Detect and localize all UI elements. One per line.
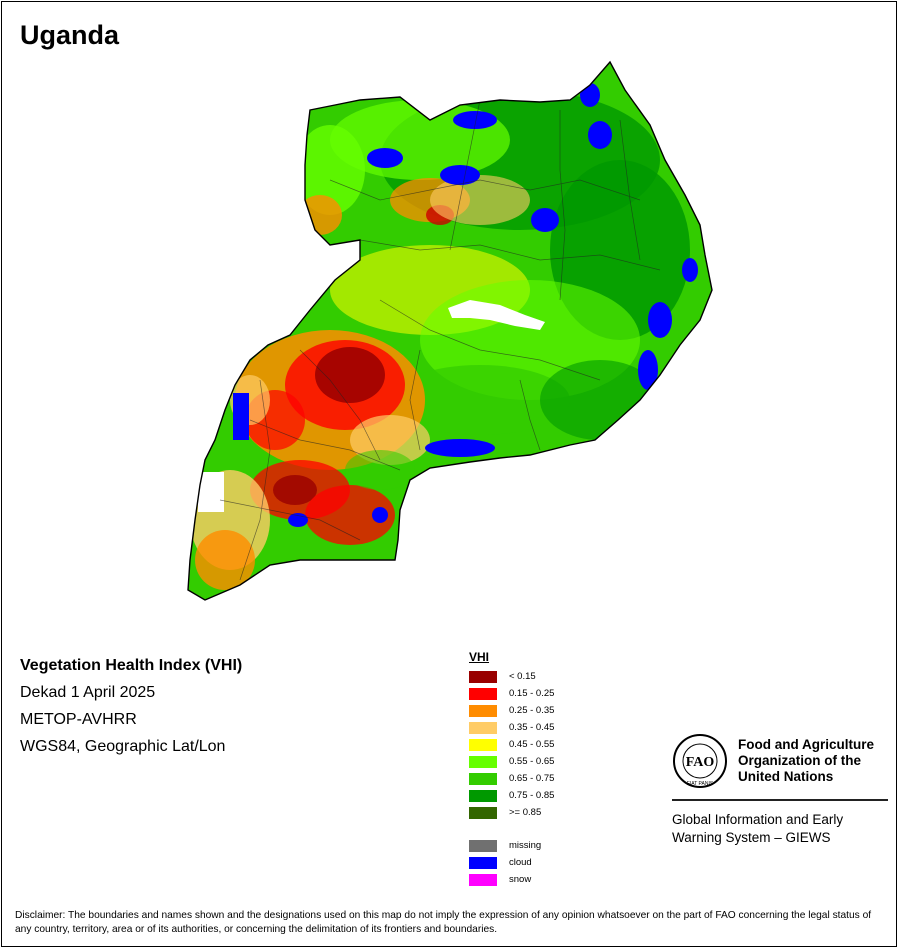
vhi-patch bbox=[295, 125, 365, 215]
legend-label: >= 0.85 bbox=[509, 807, 542, 818]
cloud-patch bbox=[580, 83, 600, 107]
vhi-patch bbox=[315, 347, 385, 403]
legend-swatch bbox=[469, 806, 497, 819]
cloud-patch bbox=[588, 121, 612, 149]
legend-label: missing bbox=[509, 840, 542, 851]
vhi-patch bbox=[305, 485, 395, 545]
district-boundaries bbox=[219, 99, 661, 581]
fao-logo-letters: FAO bbox=[686, 755, 715, 770]
legend-item: 0.75 - 0.85 bbox=[469, 787, 554, 804]
legend-item: 0.35 - 0.45 bbox=[469, 719, 554, 736]
missing-lake-kyoga bbox=[448, 300, 545, 330]
giews-line1: Global Information and Early bbox=[672, 812, 844, 827]
legend-label: < 0.15 bbox=[509, 671, 536, 682]
legend-swatch bbox=[469, 755, 497, 768]
fao-logo-motto: FIAT PANIS bbox=[687, 781, 714, 787]
giews-name: Global Information and Early Warning Sys… bbox=[672, 811, 888, 847]
vhi-patch bbox=[273, 475, 317, 505]
legend-label: 0.35 - 0.45 bbox=[509, 722, 555, 733]
divider bbox=[672, 799, 888, 801]
cloud-patch bbox=[288, 513, 308, 527]
map-sensor: METOP-AVHRR bbox=[20, 711, 137, 728]
legend-label: 0.25 - 0.35 bbox=[509, 705, 555, 716]
legend-item-special: missing bbox=[469, 837, 554, 854]
legend-label: cloud bbox=[509, 857, 532, 868]
org-name-line1: Food and Agriculture bbox=[738, 737, 874, 752]
org-name-line3: United Nations bbox=[738, 769, 834, 784]
legend-item: >= 0.85 bbox=[469, 804, 554, 821]
org-name-line2: Organization of the bbox=[738, 753, 861, 768]
cloud-patch bbox=[425, 439, 495, 457]
fao-logo-icon: FAO FIAT PANIS bbox=[673, 734, 727, 788]
vhi-patch bbox=[390, 365, 570, 435]
legend-label: 0.15 - 0.25 bbox=[509, 688, 555, 699]
cloud-patch bbox=[367, 148, 403, 168]
legend-swatch bbox=[469, 721, 497, 734]
cloud-patch bbox=[453, 111, 497, 129]
vhi-map bbox=[187, 61, 713, 601]
cloud-patch bbox=[648, 302, 672, 338]
org-name: Food and Agriculture Organization of the… bbox=[738, 737, 874, 785]
cloud-patch bbox=[233, 393, 249, 440]
country-title: Uganda bbox=[20, 20, 120, 50]
legend-item: < 0.15 bbox=[469, 668, 554, 685]
legend-item-special: snow bbox=[469, 871, 554, 888]
legend-swatch bbox=[469, 704, 497, 717]
cloud-patch bbox=[531, 208, 559, 232]
legend-swatch bbox=[469, 873, 497, 886]
legend-swatch bbox=[469, 738, 497, 751]
legend-title: VHI bbox=[469, 650, 490, 664]
fao-block: FAO FIAT PANIS Food and Agriculture Orga… bbox=[672, 733, 888, 847]
disclaimer: Disclaimer: The boundaries and names sho… bbox=[15, 910, 872, 935]
legend-label: 0.75 - 0.85 bbox=[509, 790, 555, 801]
legend-swatch bbox=[469, 687, 497, 700]
legend-swatch bbox=[469, 670, 497, 683]
cloud-patch bbox=[682, 258, 698, 282]
map-product-title: Vegetation Health Index (VHI) bbox=[20, 657, 243, 674]
legend-item: 0.65 - 0.75 bbox=[469, 770, 554, 787]
legend-swatch bbox=[469, 789, 497, 802]
legend-swatch bbox=[469, 856, 497, 869]
vhi-patch bbox=[345, 450, 415, 490]
legend-label: 0.45 - 0.55 bbox=[509, 739, 555, 750]
legend-swatch bbox=[469, 839, 497, 852]
vhi-patch bbox=[430, 175, 530, 225]
legend-swatch bbox=[469, 772, 497, 785]
legend-item-special: cloud bbox=[469, 854, 554, 871]
legend-label: snow bbox=[509, 874, 532, 885]
map-dekad: Dekad 1 April 2025 bbox=[20, 684, 156, 701]
cloud-patch bbox=[372, 507, 388, 523]
missing-area bbox=[198, 472, 224, 512]
legend-label: 0.65 - 0.75 bbox=[509, 773, 555, 784]
giews-line2: Warning System – GIEWS bbox=[672, 830, 831, 845]
map-projection: WGS84, Geographic Lat/Lon bbox=[20, 738, 226, 755]
cloud-patch bbox=[638, 350, 658, 390]
cloud-patch bbox=[440, 165, 480, 185]
legend-item: 0.45 - 0.55 bbox=[469, 736, 554, 753]
legend-item: 0.25 - 0.35 bbox=[469, 702, 554, 719]
vhi-patch bbox=[195, 530, 255, 590]
legend-item: 0.15 - 0.25 bbox=[469, 685, 554, 702]
map-info: Vegetation Health Index (VHI) Dekad 1 Ap… bbox=[20, 657, 242, 765]
legend: VHI < 0.15 0.15 - 0.25 0.25 - 0.35 0.35 - 0… bbox=[469, 650, 554, 888]
legend-label: 0.55 - 0.65 bbox=[509, 756, 555, 767]
legend-item: 0.55 - 0.65 bbox=[469, 753, 554, 770]
